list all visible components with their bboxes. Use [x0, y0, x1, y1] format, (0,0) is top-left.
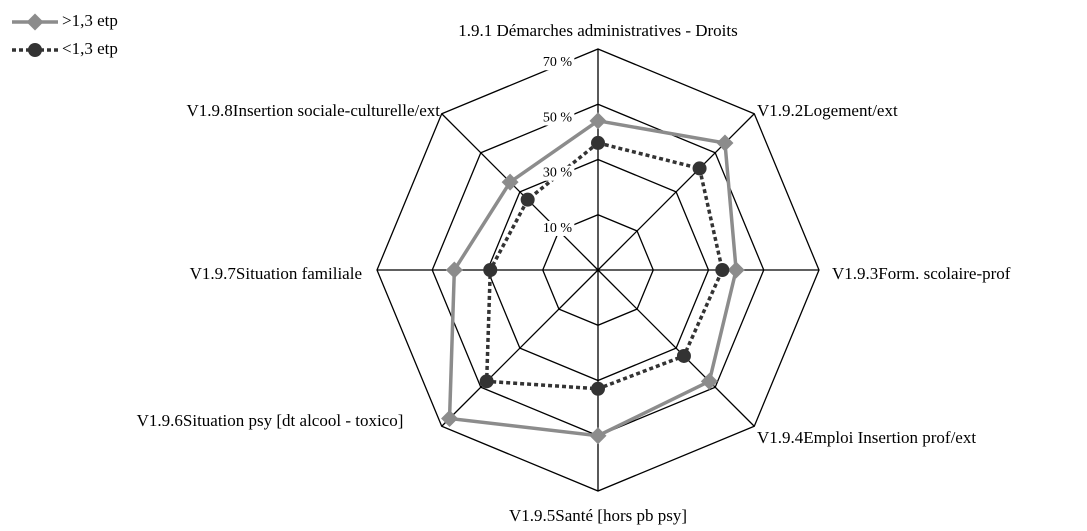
legend-label: >1,3 etp: [62, 11, 118, 30]
marker: [589, 112, 607, 130]
legend-marker: [26, 13, 44, 31]
axis-spoke: [597, 269, 755, 427]
marker: [589, 427, 607, 445]
marker: [501, 173, 519, 191]
marker: [441, 409, 459, 427]
r-tick-label: 30 %: [543, 166, 573, 181]
tick-label-bg: [540, 110, 575, 126]
marker: [692, 161, 707, 176]
r-tick-label: 10 %: [543, 221, 573, 236]
legend-label: <1,3 etp: [62, 39, 118, 58]
tick-label-group: 30 %: [540, 165, 575, 181]
marker: [676, 348, 691, 363]
category-label: V1.9.5Santé [hors pb psy]: [508, 506, 688, 525]
tick-label-group: 70 %: [540, 55, 575, 71]
tick-label-group: 50 %: [540, 110, 575, 126]
marker: [591, 381, 605, 396]
category-label: V1.9.8Insertion sociale-culturelle/ext: [186, 101, 441, 120]
marker: [727, 261, 745, 279]
marker: [445, 261, 463, 279]
marker: [716, 134, 734, 152]
axis-spoke: [441, 113, 599, 271]
category-label: V1.9.6Situation psy [dt alcool - toxico]: [136, 411, 404, 430]
tick-label-bg: [540, 55, 575, 71]
marker: [700, 372, 718, 390]
marker: [479, 374, 494, 389]
marker: [483, 263, 498, 277]
r-tick-label: 50 %: [543, 110, 573, 125]
category-label: 1.9.1 Démarches administratives - Droits: [458, 21, 738, 40]
marker: [591, 135, 605, 150]
legend-marker: [28, 43, 42, 57]
axis-spoke: [441, 269, 599, 427]
category-label: V1.9.3Form. scolaire-prof: [832, 264, 1011, 283]
marker: [520, 192, 535, 207]
tick-label-group: 10 %: [540, 220, 575, 236]
category-label: V1.9.7Situation familiale: [189, 264, 362, 283]
marker: [715, 263, 730, 277]
r-tick-label: 70 %: [543, 55, 573, 70]
category-label: V1.9.2Logement/ext: [757, 101, 898, 120]
tick-label-bg: [540, 165, 575, 181]
category-label: V1.9.4Emploi Insertion prof/ext: [757, 428, 977, 447]
tick-label-bg: [540, 220, 575, 236]
